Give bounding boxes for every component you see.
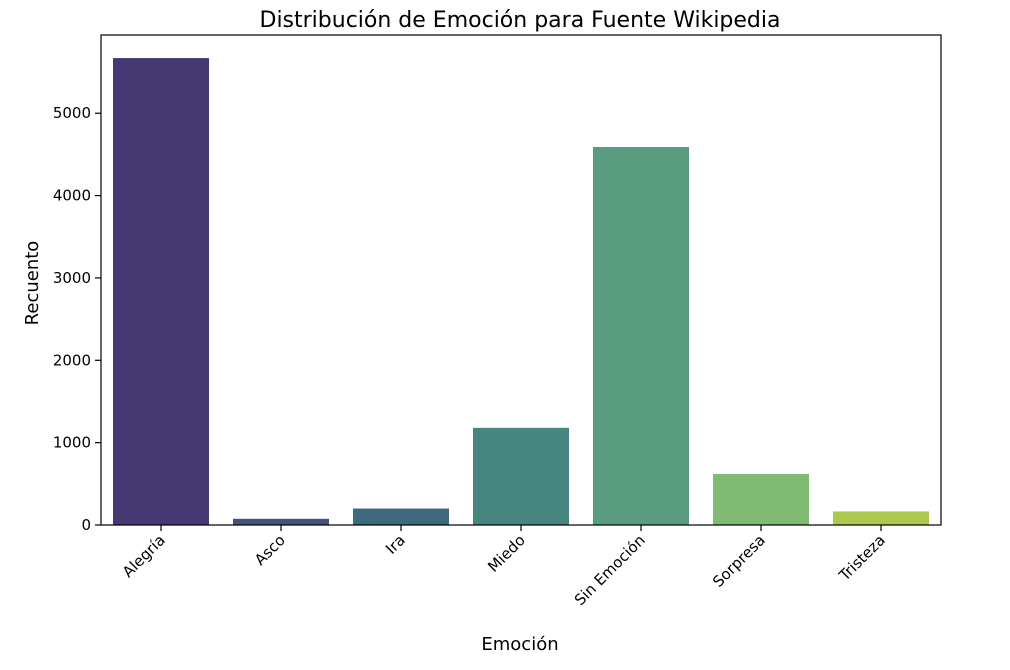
x-axis-label: Emoción — [481, 634, 558, 655]
x-tick-label: Miedo — [484, 531, 529, 576]
plot-area: 0 1000 2000 3000 4000 5000 Alegría Asco Ira Miedo… — [53, 34, 942, 609]
chart-title: Distribución de Emoción para Fuente Wiki… — [260, 8, 781, 33]
y-tick-label: 5000 — [53, 104, 91, 122]
bar — [713, 473, 809, 525]
x-tick-label: Sorpresa — [709, 531, 769, 591]
bar — [833, 511, 929, 525]
bar — [473, 427, 569, 525]
y-tick-label: 0 — [81, 516, 91, 534]
y-tick-label: 2000 — [53, 351, 91, 369]
y-tick-label: 1000 — [53, 434, 91, 452]
y-tick-label: 3000 — [53, 269, 91, 287]
bar — [353, 508, 449, 525]
x-tick-label: Ira — [382, 531, 409, 558]
bar — [113, 58, 209, 526]
x-tick-label: Tristeza — [835, 531, 889, 585]
x-tick-label: Sin Emoción — [571, 531, 649, 609]
x-tick-label: Alegría — [119, 531, 169, 581]
y-axis-label: Recuento — [22, 241, 43, 326]
y-tick-label: 4000 — [53, 187, 91, 205]
bar — [233, 518, 329, 525]
bar — [593, 147, 689, 525]
x-tick-label: Asco — [251, 531, 289, 569]
